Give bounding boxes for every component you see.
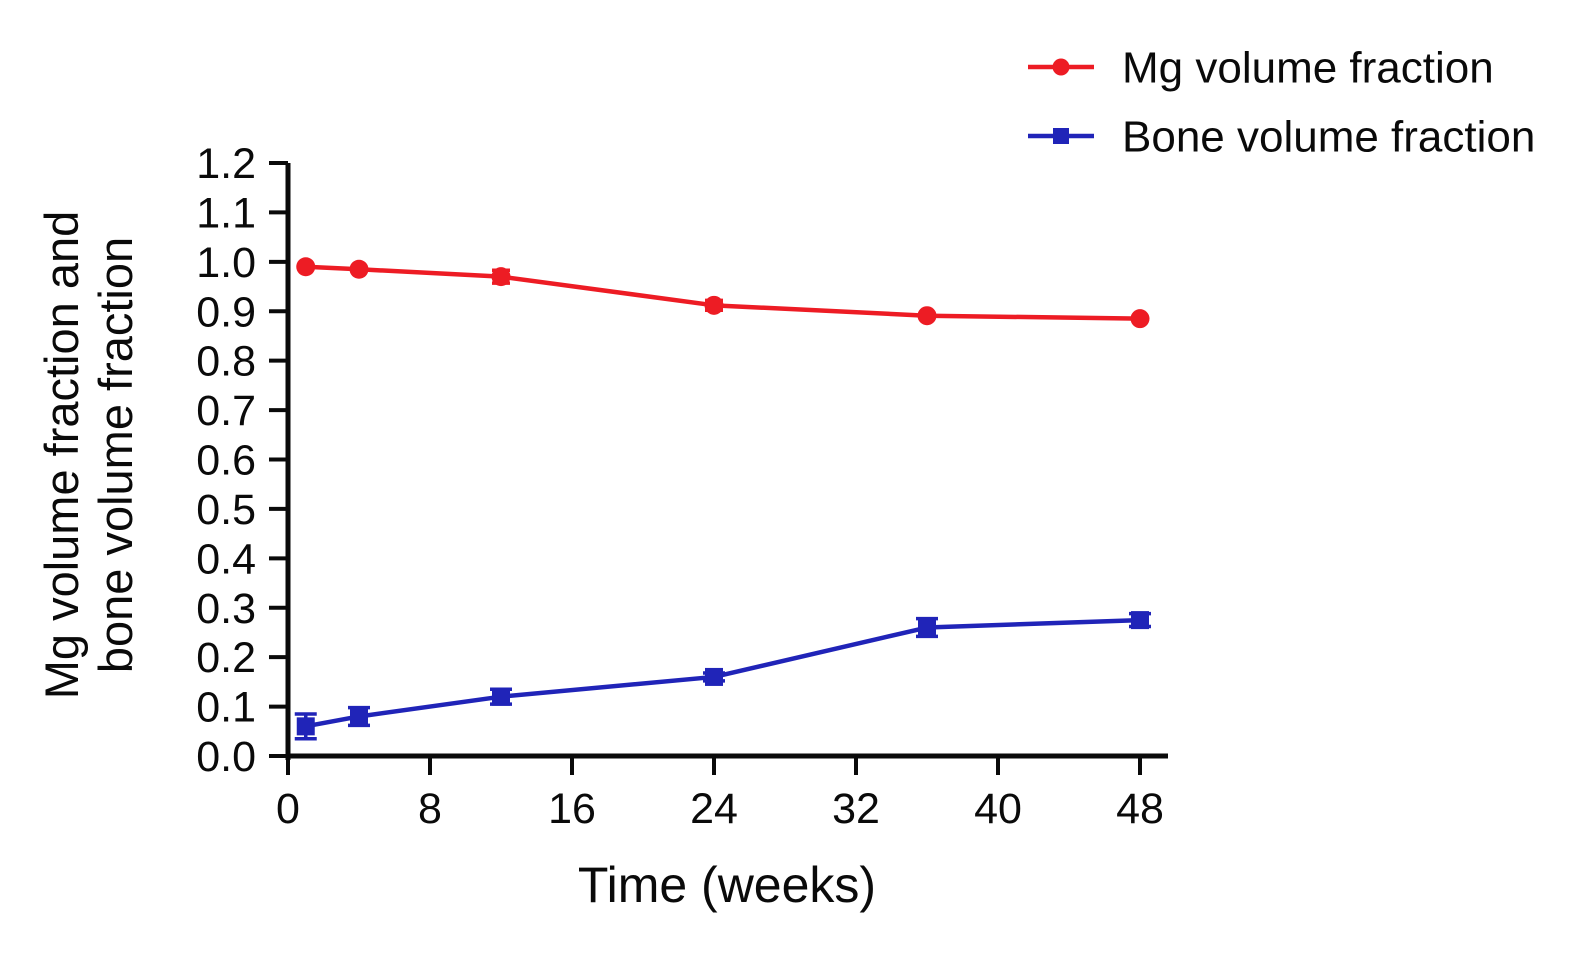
x-tick-label: 24 [690,785,738,833]
y-tick-label: 0.3 [196,585,256,633]
legend-item-mg: Mg volume fraction [1028,43,1494,92]
y-tick-label: 0.8 [196,338,256,386]
data-point-bone [492,687,510,706]
x-tick-label: 40 [974,785,1022,833]
x-axis-title: Time (weeks) [578,857,876,913]
y-axis-title-line1: Mg volume fraction and [35,211,88,700]
data-point-bone [918,618,936,637]
x-tick-label: 32 [832,785,880,833]
data-point-bone [1131,611,1149,630]
y-tick-label: 1.0 [196,239,256,287]
y-tick-label: 0.7 [196,387,256,435]
data-point-mg [296,257,316,277]
x-tick-label: 0 [276,785,300,833]
x-tick-label: 48 [1116,785,1164,833]
y-tick-label: 1.1 [196,189,256,237]
legend-label-bone: Bone volume fraction [1122,112,1535,161]
y-tick-label: 0.5 [196,486,256,534]
y-tick-label: 0.6 [196,437,256,485]
data-point-bone [705,667,723,686]
y-tick-label: 0.0 [196,733,256,781]
data-point-bone [350,707,368,726]
y-axis-title-line2: bone volume fraction [89,237,142,673]
y-tick-label: 0.1 [196,684,256,732]
plot-layer: 0.00.10.20.30.40.50.60.70.80.91.01.11.2 0… [196,140,1168,833]
data-point-mg [917,306,937,326]
legend-marker-square-icon [1053,128,1069,144]
data-point-mg [491,267,511,287]
data-point-mg [349,259,369,279]
y-tick-label: 0.2 [196,634,256,682]
y-tick-label: 0.9 [196,288,256,336]
data-point-bone [296,717,315,736]
y-tick-label: 1.2 [196,140,256,188]
data-point-mg [704,295,724,315]
legend-marker-circle-icon [1052,58,1070,76]
legend-label-mg: Mg volume fraction [1122,43,1494,92]
x-tick-label: 8 [418,785,442,833]
legend-item-bone: Bone volume fraction [1028,112,1535,161]
x-tick-label: 16 [548,785,596,833]
data-point-mg [1130,309,1150,329]
legend: Mg volume fraction Bone volume fraction [1028,43,1535,161]
y-tick-label: 0.4 [196,535,256,583]
